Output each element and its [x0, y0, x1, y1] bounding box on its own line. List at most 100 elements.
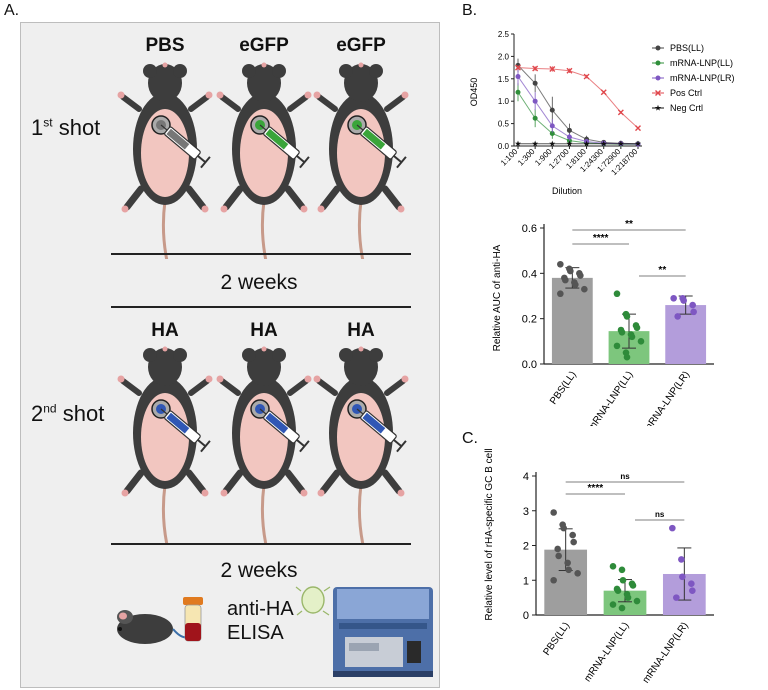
data-point [619, 576, 627, 584]
data-point [577, 272, 584, 279]
line-chart-x-axis-label: Dilution [552, 186, 582, 196]
bar-chart-x-tick-label: mRNA-LNP(LR) [642, 369, 692, 426]
group-title-5: HA [250, 320, 278, 341]
panel-a-letter: A. [4, 2, 20, 19]
bar-chart-x-tick-label: PBS(LL) [548, 369, 579, 406]
line-chart-y-axis-label: OD450 [469, 78, 479, 107]
bar [665, 305, 707, 364]
data-point [623, 353, 631, 361]
mouse-illustration [216, 346, 312, 543]
legend-marker [655, 60, 661, 66]
line-chart-y-tick-label: 2.5 [498, 30, 510, 39]
data-point [614, 587, 622, 594]
divider-3 [111, 543, 411, 545]
line-data-point [566, 140, 573, 147]
mouse-illustration [117, 346, 213, 543]
mice-row-1 [117, 62, 409, 259]
data-point [557, 260, 564, 268]
line-data-point [583, 73, 590, 80]
line-series [515, 83, 641, 147]
group-title-3: eGFP [336, 35, 386, 56]
bar-chart-y-tick-label: 0.4 [522, 268, 537, 280]
data-point [609, 601, 617, 608]
significance-label: ** [658, 265, 666, 276]
panel-b-letter: B. [462, 2, 478, 19]
line-data-point [549, 140, 556, 147]
significance-bracket: ** [572, 219, 686, 231]
bar-chart-y-tick-label: 0 [523, 610, 529, 622]
data-point [569, 531, 576, 539]
legend-marker [655, 75, 661, 81]
data-point [613, 290, 621, 298]
auc-anti-ha-bar-chart: Relative AUC of anti-HA 0.0 0.2 0.4 0.6 PBS(… [492, 219, 714, 426]
data-point [624, 594, 632, 601]
data-point [690, 308, 697, 316]
significance-label: **** [593, 233, 609, 244]
cell-icon [295, 586, 331, 616]
legend-marker [654, 104, 662, 111]
interval-label-1: 2 weeks [220, 271, 298, 294]
mouse-illustration [117, 62, 213, 259]
mouse-illustration [216, 62, 312, 259]
line-data-point [566, 67, 573, 74]
line-data-point [515, 89, 521, 95]
group-title-2: eGFP [239, 35, 289, 56]
dilution-od450-line-chart: 0.00.51.01.52.02.51:1001:3001:9001:27001… [469, 30, 735, 196]
data-point [618, 328, 626, 336]
bar-chart-x-tick-label: mRNA-LNP(LR) [641, 620, 691, 685]
bar-chart-x-tick-label: mRNA-LNP(LL) [586, 369, 635, 426]
line-data-point [515, 74, 521, 80]
data-point [554, 545, 561, 553]
mice-row-2 [117, 346, 409, 543]
data-point [637, 338, 645, 345]
bar-chart-2-y-axis-label: Relative level of rHA-specific GC B cell… [484, 448, 495, 621]
significance-label: ns [620, 472, 630, 481]
panel-a-schematic: PBS eGFP eGFP 1st shot 2 weeks HA HA HA … [20, 22, 440, 688]
panel-c-letter: C. [462, 430, 478, 447]
data-point [674, 313, 681, 320]
line-data-point [600, 140, 607, 147]
significance-bracket: ** [639, 265, 686, 277]
significance-label: **** [588, 483, 604, 494]
data-point [574, 570, 581, 577]
legend-entry: Neg Crtl [670, 103, 703, 113]
line-data-point [549, 65, 556, 72]
legend-marker [655, 90, 661, 96]
line-data-point [583, 140, 590, 147]
line-chart-y-tick-label: 2.0 [498, 52, 510, 61]
line-chart-x-tick-label: 1:300 [516, 147, 537, 168]
bar-chart-y-tick-label: 0.6 [522, 223, 537, 235]
line-series [514, 140, 642, 147]
significance-bracket: **** [572, 233, 629, 245]
bar-chart-y-tick-label: 0.2 [522, 314, 537, 326]
interval-label-2: 2 weeks [220, 559, 298, 582]
first-shot-label: 1st shot [31, 115, 101, 140]
bar-chart-y-tick-label: 3 [523, 506, 529, 518]
significance-label: ** [625, 219, 633, 230]
gc-b-cells-bar-chart: Relative level of rHA-specific GC B cell… [484, 448, 714, 685]
divider-1 [111, 253, 411, 255]
bar-chart-y-tick-label: 2 [523, 541, 529, 553]
data-point [570, 538, 577, 546]
line-data-point [617, 109, 624, 116]
line-data-point [549, 123, 555, 129]
data-point [613, 342, 621, 350]
data-point [670, 294, 677, 302]
error-bar [677, 547, 692, 601]
significance-bracket: ns [635, 510, 685, 521]
line-data-point [566, 127, 572, 133]
significance-label: ns [655, 510, 665, 519]
data-point [555, 552, 562, 560]
data-point [673, 594, 680, 601]
line-data-point [532, 115, 538, 121]
data-point [689, 301, 696, 309]
data-point [689, 587, 696, 594]
mouse-illustration [313, 346, 409, 543]
line-data-point [515, 64, 521, 71]
line-series [515, 64, 641, 132]
data-point [550, 576, 557, 584]
line-data-point [635, 125, 641, 132]
data-point [678, 556, 685, 563]
data-point [557, 290, 564, 298]
data-point [565, 566, 572, 574]
